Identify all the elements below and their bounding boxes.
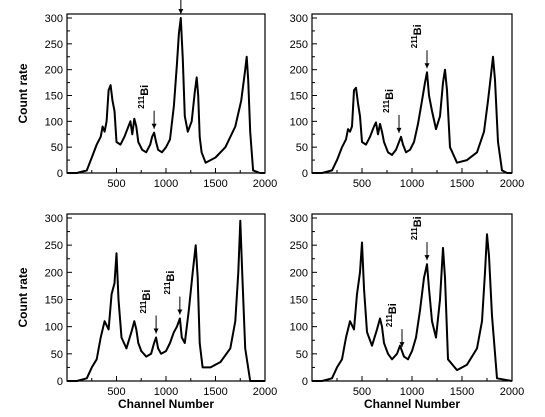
y-tick-label: 300 (45, 13, 63, 25)
arrow-head (399, 342, 405, 348)
x-tick-label: 1500 (450, 178, 474, 190)
y-tick-label: 100 (45, 322, 63, 334)
y-tick-label: 200 (45, 65, 63, 77)
x-tick-label: 2000 (253, 386, 277, 398)
isotope-label: 211Bi (385, 303, 399, 327)
y-tick-label: 300 (290, 13, 308, 25)
y-tick-label: 250 (290, 240, 308, 252)
arrow-head (153, 328, 159, 334)
x-tick-label: 1000 (154, 178, 178, 190)
bi211-annotation: 211Bi (139, 290, 159, 334)
y-tick-label: 0 (302, 168, 308, 180)
arrow-head (177, 309, 183, 315)
plot-frame (66, 13, 266, 174)
y-tick-label: 200 (45, 267, 63, 279)
panel-top-left: 0 50 100 150 200 250 300 500 1000 1500 2000 Count r… (16, 0, 277, 190)
isotope-mass-number: 211 (410, 35, 419, 48)
isotope-label: 211Bi (139, 290, 153, 314)
y-tick-label: 50 (51, 142, 63, 154)
isotope-element: Bi (384, 89, 396, 100)
x-tick-label: 500 (107, 178, 125, 190)
isotope-element: Bi (141, 290, 153, 301)
x-tick-label: 2000 (500, 178, 524, 190)
y-tick-label: 100 (45, 116, 63, 128)
y-tick-label: 100 (290, 322, 308, 334)
x-tick-label: 1000 (400, 178, 424, 190)
y-axis-title: Count rate (16, 63, 30, 123)
isotope-mass-number: 211 (137, 95, 146, 108)
bi211-annotation: 211Bi (178, 0, 184, 14)
x-tick-label: 1500 (203, 386, 227, 398)
y-tick-label: 150 (45, 91, 63, 103)
x-tick-label: 500 (353, 386, 371, 398)
x-tick-label: 500 (353, 178, 371, 190)
isotope-mass-number: 211 (139, 300, 148, 313)
isotope-label: 211Bi (410, 216, 424, 240)
panel-bottom-left: 0 50 100 150 200 250 300 500 1000 1500 2000 Count r… (16, 213, 277, 411)
y-tick-label: 50 (296, 349, 308, 361)
isotope-mass-number: 211 (410, 227, 419, 240)
spectrum-trace (67, 219, 265, 382)
spectrum-trace (312, 233, 513, 382)
x-tick-label: 500 (107, 386, 125, 398)
bi211-annotation: 211Bi (163, 271, 183, 315)
isotope-label: 211Bi (163, 271, 177, 295)
bi211-annotation: 211Bi (410, 24, 430, 69)
y-tick-label: 250 (45, 240, 63, 252)
x-tick-label: 1500 (203, 178, 227, 190)
arrow-head (424, 255, 430, 261)
bi211-annotation: 211Bi (410, 216, 430, 261)
arrow-head (178, 9, 184, 14)
y-tick-label: 250 (45, 39, 63, 51)
isotope-element: Bi (412, 24, 424, 35)
arrow-head (396, 127, 402, 133)
y-tick-label: 0 (57, 376, 63, 388)
isotope-label: 211Bi (382, 89, 396, 113)
y-tick-label: 50 (296, 142, 308, 154)
y-tick-label: 200 (290, 65, 308, 77)
arrow-head (151, 123, 157, 129)
spectrum-trace (312, 55, 512, 174)
y-tick-label: 0 (57, 168, 63, 180)
y-axis-title: Count rate (16, 267, 30, 327)
x-tick-label: 1000 (400, 386, 424, 398)
x-tick-label: 1500 (450, 386, 474, 398)
y-tick-label: 0 (302, 376, 308, 388)
isotope-mass-number: 211 (385, 314, 394, 327)
isotope-label: 211Bi (137, 85, 151, 109)
isotope-element: Bi (165, 271, 177, 282)
isotope-mass-number: 211 (382, 99, 391, 112)
y-tick-label: 100 (290, 116, 308, 128)
x-axis-title: Channel Number (118, 397, 214, 411)
y-tick-label: 50 (51, 349, 63, 361)
isotope-element: Bi (412, 216, 424, 227)
y-tick-label: 300 (45, 213, 63, 225)
isotope-element: Bi (387, 303, 399, 314)
bi211-annotation: 211Bi (137, 85, 157, 129)
y-tick-label: 300 (290, 213, 308, 225)
bi211-annotation: 211Bi (385, 303, 405, 348)
spectrum-trace (67, 17, 265, 174)
isotope-label: 211Bi (410, 24, 424, 48)
y-tick-label: 150 (45, 295, 63, 307)
y-tick-label: 150 (290, 295, 308, 307)
x-axis-title: Channel Number (364, 397, 460, 411)
bi211-annotation: 211Bi (382, 89, 402, 133)
isotope-mass-number: 211 (163, 281, 172, 294)
y-tick-label: 250 (290, 39, 308, 51)
arrow-head (424, 63, 430, 69)
isotope-element: Bi (139, 85, 151, 96)
x-tick-label: 2000 (253, 178, 277, 190)
y-tick-label: 200 (290, 267, 308, 279)
y-tick-label: 150 (290, 91, 308, 103)
x-tick-label: 1000 (154, 386, 178, 398)
panel-bottom-right: 0 50 100 150 200 250 300 500 1000 1500 2000 Channel… (290, 213, 525, 411)
x-tick-label: 2000 (500, 386, 524, 398)
